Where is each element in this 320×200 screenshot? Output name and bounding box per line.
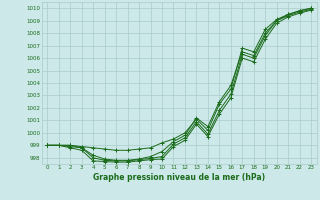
X-axis label: Graphe pression niveau de la mer (hPa): Graphe pression niveau de la mer (hPa) <box>93 173 265 182</box>
